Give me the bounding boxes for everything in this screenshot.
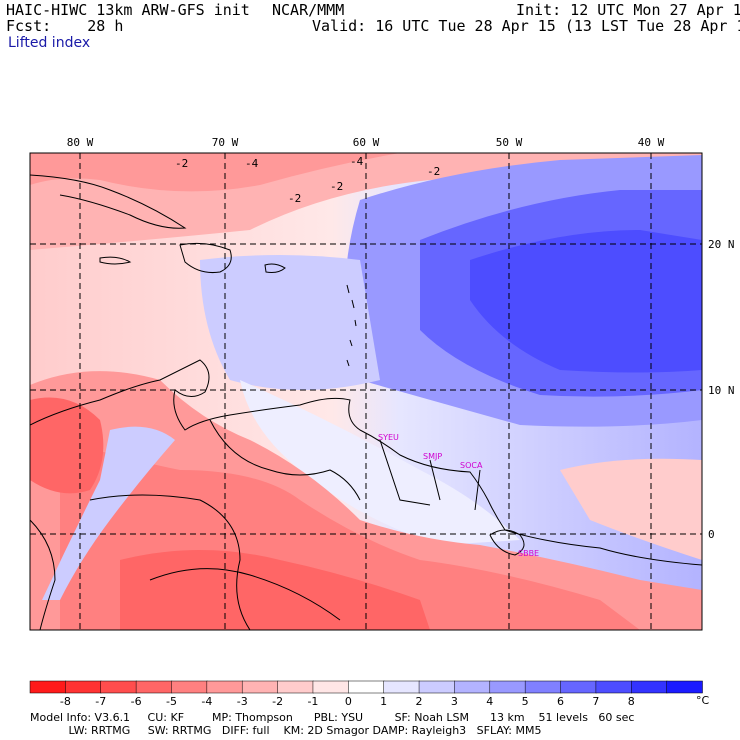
contour-label: -2 [427, 165, 440, 178]
colorbar-tick-label: 7 [592, 695, 599, 708]
station-sbbe: SBBE [518, 549, 539, 558]
valid-time: Valid: 16 UTC Tue 28 Apr 15 (13 LST Tue … [312, 17, 740, 35]
station-syeu: SYEU [378, 433, 399, 442]
coastlines [30, 174, 702, 630]
colorbar-swatch [277, 680, 314, 694]
colorbar-swatch [348, 680, 385, 694]
contour-labels: -2 -4 -4 -2 -2 -2 [175, 155, 440, 205]
station-soca: SOCA [460, 461, 483, 470]
colorbar-tick-label: 3 [451, 695, 458, 708]
colorbar-swatch [631, 680, 668, 694]
station-smjp: SMJP [423, 452, 442, 461]
colorbar-swatch [135, 680, 173, 694]
model-info-line1: Model Info: V3.6.1 CU: KF MP: Thompson P… [30, 711, 635, 724]
colorbar-swatch [241, 680, 279, 694]
lon-label: 40 W [638, 136, 665, 149]
colorbar-tick-label: 4 [486, 695, 493, 708]
colorbar-labels: -8 -7 -6 -5 -4 -3 -2 -1 0 1 2 3 4 5 6 7 8 [60, 695, 635, 708]
lon-label: 50 W [496, 136, 523, 149]
colorbar-tick-label: 5 [522, 695, 529, 708]
colorbar-unit: °C [696, 694, 710, 707]
stations: SYEU SMJP SOCA SBBE [378, 433, 539, 558]
colorbar-tick-label: -6 [131, 695, 142, 708]
map-frame [29, 152, 703, 631]
colorbar-tick-label: 0 [345, 695, 352, 708]
colorbar-swatch [418, 680, 456, 694]
colorbar-swatch [206, 680, 243, 694]
colorbar-tick-label: -3 [237, 695, 248, 708]
latitude-labels: 20 N 10 N 0 [708, 238, 735, 541]
colorbar-tick-label: -4 [201, 695, 212, 708]
model-title: HAIC-HIWC 13km ARW-GFS init [6, 1, 250, 19]
colorbar-tick-label: -5 [166, 695, 177, 708]
colorbar-swatch [312, 680, 350, 694]
colorbar-tick-label: -8 [60, 695, 71, 708]
forecast-hour: Fcst: 28 h [6, 17, 124, 35]
colorbar-tick-label: 8 [628, 695, 635, 708]
lifted-index-field [30, 153, 702, 630]
colorbar-swatch [65, 680, 102, 694]
center-title: NCAR/MMM [272, 1, 345, 19]
colorbar-tick-label: -2 [272, 695, 283, 708]
colorbar-swatch [560, 680, 597, 694]
lon-label: 70 W [212, 136, 239, 149]
colorbar-swatch [29, 680, 67, 694]
longitude-labels: 80 W 70 W 60 W 50 W 40 W [67, 136, 665, 149]
contour-label: -2 [330, 180, 343, 193]
lon-label: 80 W [67, 136, 94, 149]
colorbar-swatch [489, 680, 526, 694]
lat-label: 20 N [708, 238, 735, 251]
colorbar-swatch [595, 680, 633, 694]
lat-label: 10 N [708, 384, 735, 397]
colorbar-swatch [171, 680, 208, 694]
colorbar-tick-label: -1 [307, 695, 318, 708]
contour-label: -2 [175, 157, 188, 170]
contour-label: -2 [288, 192, 301, 205]
colorbar-tick-label: 6 [557, 695, 564, 708]
colorbar-swatch [666, 680, 703, 694]
lon-label: 60 W [353, 136, 380, 149]
init-time: Init: 12 UTC Mon 27 Apr 15 [516, 1, 740, 19]
lat-label: 0 [708, 528, 715, 541]
colorbar-tick-label: 2 [416, 695, 423, 708]
colorbar-swatch [383, 680, 420, 694]
colorbar-swatch [100, 680, 137, 694]
colorbar-swatch [454, 680, 491, 694]
contour-label: -4 [245, 157, 259, 170]
field-name: Lifted index [8, 35, 91, 51]
graticule [30, 153, 702, 630]
model-info-line2: LW: RRTMG SW: RRTMG DIFF: full KM: 2D Sm… [30, 724, 542, 737]
colorbar-swatch [524, 680, 562, 694]
colorbar-tick-label: -7 [95, 695, 106, 708]
colorbar-tick-label: 1 [380, 695, 387, 708]
colorbar [29, 680, 703, 694]
contour-label: -4 [350, 155, 364, 168]
